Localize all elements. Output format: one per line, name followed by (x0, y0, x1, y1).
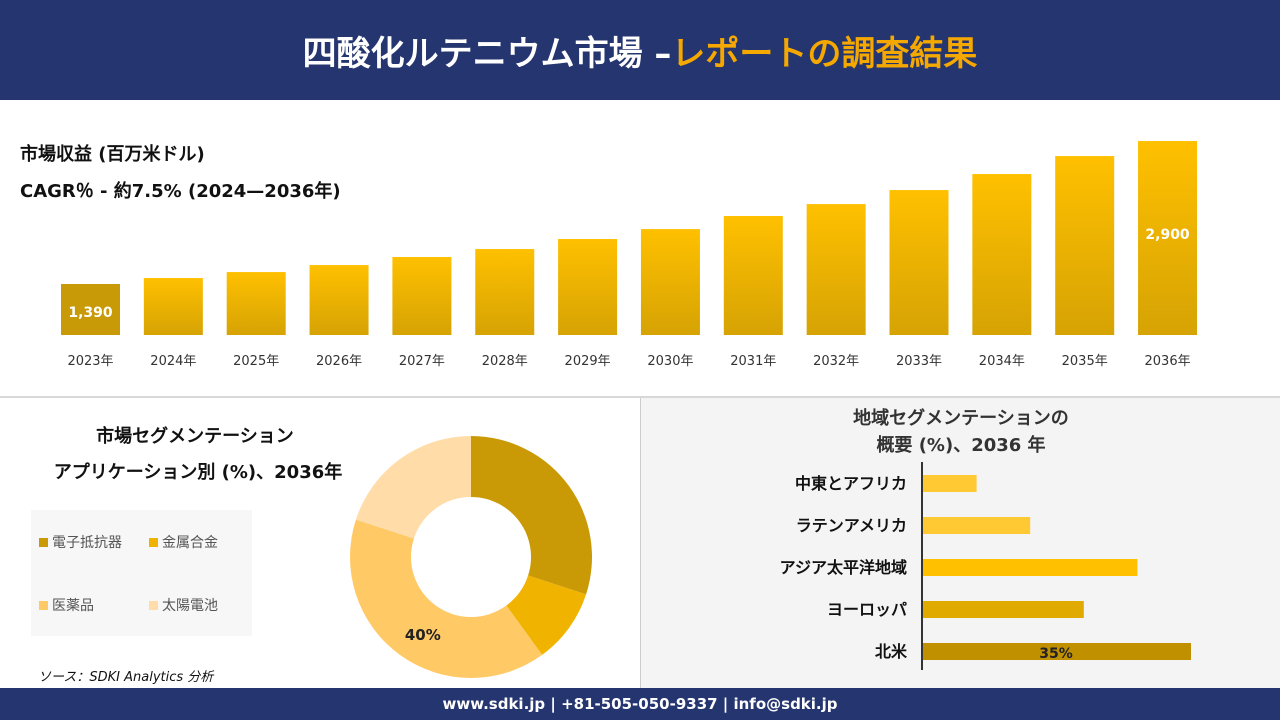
source-note: ソース：SDKI Analytics 分析 (38, 670, 214, 685)
revenue-bar (143, 278, 203, 335)
year-tick-label: 2029年 (565, 354, 611, 369)
page-title-accent: レポートの調査結果 (671, 33, 978, 74)
revenue-bar (1055, 156, 1115, 335)
year-tick-label: 2031年 (730, 354, 776, 369)
region-bar (923, 601, 1084, 618)
legend-swatch (39, 537, 48, 547)
revenue-bar (61, 284, 120, 335)
region-bar (923, 517, 1031, 534)
donut-slice (355, 436, 471, 539)
revenue-bar (226, 272, 286, 335)
legend-label: 電子抵抗器 (52, 535, 122, 551)
region-segment-section: 地域セグメンテーションの 概要 (%)、2036 年 中東とアフリカ ラテンアメリ… (640, 398, 1280, 688)
region-title-line1: 地域セグメンテーションの (853, 408, 1069, 429)
year-tick-label: 2027年 (399, 354, 445, 369)
revenue-title: 市場収益 (百万米ドル) (20, 144, 205, 165)
application-segment-section: 市場セグメンテーション アプリケーション別 (%)、2036年 電子抵抗器 金属… (0, 398, 640, 688)
region-label: ヨーロッパ (827, 600, 907, 619)
region-label: 北米 (875, 642, 908, 661)
region-label: アジア太平洋地域 (780, 558, 907, 577)
region-bar (923, 475, 977, 492)
divider (0, 396, 1280, 398)
year-tick-label: 2033年 (896, 354, 942, 369)
application-donut-chart: 40% (350, 436, 592, 678)
footer: www.sdki.jp | +81-505-050-9337 | info@sd… (0, 688, 1280, 720)
legend-item: 太陽電池 (149, 595, 218, 615)
footer-contact: www.sdki.jp | +81-505-050-9337 | info@sd… (442, 695, 838, 713)
header-banner: 四酸化ルテニウム市場 – レポートの調査結果 (0, 0, 1280, 100)
year-tick-label: 2030年 (647, 354, 693, 369)
year-tick-label: 2028年 (482, 354, 528, 369)
legend-item: 金属合金 (149, 532, 218, 552)
region-bar (923, 643, 1191, 660)
year-tick-label: 2034年 (979, 354, 1025, 369)
region-data-label: 35% (1039, 646, 1073, 662)
revenue-section: 2023年 1,390 2024年 2025年 2026年 2027年 2028年 2029年… (0, 100, 1280, 396)
region-bar (923, 559, 1138, 576)
cagr-text: CAGR％ - 約7.5% (2024—2036年) (20, 181, 341, 202)
bar-data-label: 2,900 (1145, 227, 1190, 243)
segment-title-line1: 市場セグメンテーション (96, 426, 294, 447)
legend-item: 医薬品 (39, 595, 94, 615)
year-tick-label: 2024年 (150, 354, 196, 369)
revenue-bar (558, 239, 618, 335)
revenue-bar (475, 249, 535, 335)
legend-swatch (149, 537, 158, 547)
revenue-bar (806, 204, 866, 335)
donut-slice (506, 575, 587, 655)
region-title-line2: 概要 (%)、2036 年 (876, 435, 1046, 456)
year-tick-label: 2026年 (316, 354, 362, 369)
legend-swatch (149, 600, 158, 610)
legend-label: 太陽電池 (162, 598, 218, 614)
bar-data-label: 1,390 (68, 305, 113, 321)
segment-title-line2: アプリケーション別 (%)、2036年 (53, 462, 343, 483)
year-tick-label: 2025年 (233, 354, 279, 369)
revenue-bar (640, 229, 700, 335)
revenue-bar (392, 257, 452, 335)
revenue-bar (889, 190, 949, 335)
legend-swatch (39, 600, 48, 610)
region-label: 中東とアフリカ (795, 474, 907, 493)
revenue-bar (972, 174, 1032, 335)
legend-label: 医薬品 (52, 598, 94, 614)
year-tick-label: 2032年 (813, 354, 859, 369)
slice-data-label: 40% (405, 626, 441, 644)
year-tick-label: 2035年 (1062, 354, 1108, 369)
donut-slice (471, 436, 592, 595)
revenue-bar (309, 265, 369, 335)
revenue-bar (723, 216, 783, 335)
legend-label: 金属合金 (162, 535, 218, 551)
page-title: 四酸化ルテニウム市場 – (302, 33, 672, 74)
year-tick-label: 2023年 (67, 354, 113, 369)
donut-legend: 電子抵抗器 金属合金 医薬品 太陽電池 (31, 510, 252, 636)
revenue-bar-chart: 2023年 1,390 2024年 2025年 2026年 2027年 2028年 2029年… (61, 141, 1198, 369)
year-tick-label: 2036年 (1145, 354, 1191, 369)
revenue-bar (1138, 141, 1198, 335)
region-label: ラテンアメリカ (796, 516, 907, 535)
legend-item: 電子抵抗器 (39, 532, 122, 552)
donut-slice (350, 519, 543, 678)
